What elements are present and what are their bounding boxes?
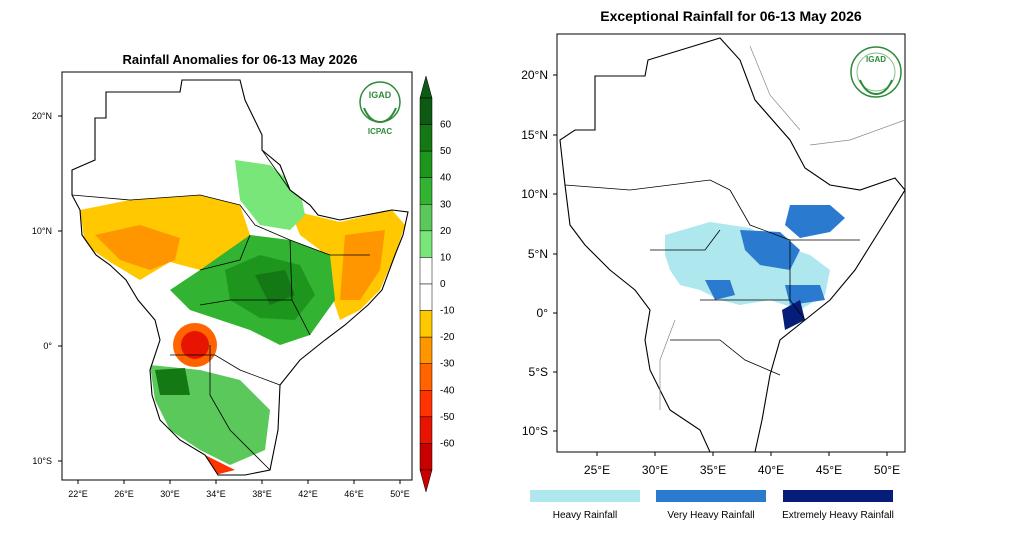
colorbar-segment bbox=[419, 310, 433, 338]
colorbar-segment bbox=[419, 336, 433, 364]
rainfall-anomaly-map: 20°N 10°N 0° 10°S 22°E 26°E 30°E 34°E 38… bbox=[32, 71, 455, 499]
legend-swatch-heavy bbox=[530, 490, 640, 502]
lon-label-35e: 35°E bbox=[700, 463, 726, 477]
colorbar-segment bbox=[419, 124, 433, 152]
lon-label-50e: 50°E bbox=[390, 489, 410, 499]
legend-label-very-heavy: Very Heavy Rainfall bbox=[667, 510, 754, 521]
colorbar-segment bbox=[419, 257, 433, 285]
lat-label-10n: 10°N bbox=[521, 187, 548, 201]
colorbar-segment bbox=[419, 150, 433, 178]
colorbar-segment bbox=[419, 283, 433, 311]
exceptional-rainfall-map: 20°N 15°N 10°N 5°N 0° 5°S 10°S 25°E 30°E… bbox=[521, 33, 906, 521]
lon-label-46e: 46°E bbox=[344, 489, 364, 499]
colorbar-bottom-arrow bbox=[419, 469, 433, 493]
logo-igad-text: IGAD bbox=[369, 90, 392, 100]
exceptional-rainfall-field bbox=[665, 205, 845, 330]
legend-label-heavy: Heavy Rainfall bbox=[553, 510, 617, 521]
legend-label-extremely-heavy: Extremely Heavy Rainfall bbox=[782, 510, 894, 521]
lon-label-25e: 25°E bbox=[584, 463, 610, 477]
colorbar-tick-label: -50 bbox=[440, 412, 455, 423]
lon-label-40e: 40°E bbox=[758, 463, 784, 477]
colorbar-segment bbox=[419, 390, 433, 418]
lat-label-15n: 15°N bbox=[521, 128, 548, 142]
colorbar-tick-label: 30 bbox=[440, 199, 452, 210]
lat-label-20n: 20°N bbox=[32, 111, 52, 121]
lon-label-22e: 22°E bbox=[68, 489, 88, 499]
colorbar-top-arrow bbox=[419, 75, 433, 99]
colorbar-tick-label: -60 bbox=[440, 438, 455, 449]
colorbar-tick-label: 50 bbox=[440, 146, 452, 157]
colorbar-segment bbox=[419, 230, 433, 258]
colorbar-tick-label: -30 bbox=[440, 359, 455, 370]
country-borders bbox=[564, 99, 860, 376]
lon-label-38e: 38°E bbox=[252, 489, 272, 499]
lat-label-20n: 20°N bbox=[521, 68, 548, 82]
colorbar-tick-label: -10 bbox=[440, 306, 455, 317]
anomaly-colorbar: 60 50 40 30 20 10 0 -10 -20 -30 -40 -50 -60 bbox=[419, 75, 455, 493]
right-lat-axis: 20°N 15°N 10°N 5°N 0° 5°S 10°S bbox=[521, 68, 557, 438]
colorbar-tick-label: -20 bbox=[440, 332, 455, 343]
legend-swatch-extremely-heavy bbox=[783, 490, 893, 502]
colorbar-segment bbox=[419, 97, 433, 125]
left-lon-axis: 22°E 26°E 30°E 34°E 38°E 42°E 46°E 50°E bbox=[68, 480, 410, 499]
right-map-title: Exceptional Rainfall for 06-13 May 2026 bbox=[600, 8, 862, 24]
igad-icpac-logo: IGAD ICPAC bbox=[359, 81, 401, 136]
lon-label-45e: 45°E bbox=[816, 463, 842, 477]
colorbar-tick-label: -40 bbox=[440, 385, 455, 396]
right-lon-axis: 25°E 30°E 35°E 40°E 45°E 50°E bbox=[584, 452, 900, 477]
colorbar-tick-label: 40 bbox=[440, 173, 452, 184]
colorbar-tick-label: 0 bbox=[440, 279, 446, 290]
left-map-title: Rainfall Anomalies for 06-13 May 2026 bbox=[122, 52, 358, 67]
lon-label-30e: 30°E bbox=[160, 489, 180, 499]
colorbar-segment bbox=[419, 204, 433, 232]
lon-label-42e: 42°E bbox=[298, 489, 318, 499]
lat-label-5s: 5°S bbox=[529, 365, 548, 379]
lat-label-0: 0° bbox=[43, 341, 52, 351]
lon-label-26e: 26°E bbox=[114, 489, 134, 499]
lat-label-10s: 10°S bbox=[522, 424, 548, 438]
lon-label-50e: 50°E bbox=[874, 463, 900, 477]
colorbar-segment bbox=[419, 177, 433, 205]
igad-logo: IGAD bbox=[850, 46, 902, 98]
colorbar-segment bbox=[419, 443, 433, 471]
colorbar-tick-label: 20 bbox=[440, 226, 452, 237]
lat-label-5n: 5°N bbox=[528, 247, 548, 261]
rivers bbox=[659, 45, 906, 410]
country-borders bbox=[71, 149, 370, 471]
left-lat-axis: 20°N 10°N 0° 10°S bbox=[32, 111, 62, 466]
region-outline bbox=[71, 79, 409, 476]
lat-label-10s: 10°S bbox=[32, 456, 52, 466]
colorbar-segment bbox=[419, 416, 433, 444]
legend-swatch-very-heavy bbox=[656, 490, 766, 502]
rainfall-legend: Heavy Rainfall Very Heavy Rainfall Extre… bbox=[530, 490, 894, 521]
logo-igad-text: IGAD bbox=[866, 55, 886, 64]
lon-label-34e: 34°E bbox=[206, 489, 226, 499]
colorbar-segment bbox=[419, 363, 433, 391]
colorbar-tick-label: 60 bbox=[440, 120, 452, 131]
lat-label-10n: 10°N bbox=[32, 226, 52, 236]
lon-label-30e: 30°E bbox=[642, 463, 668, 477]
lat-label-0: 0° bbox=[537, 306, 549, 320]
logo-icpac-text: ICPAC bbox=[368, 127, 393, 136]
colorbar-tick-label: 10 bbox=[440, 252, 452, 263]
